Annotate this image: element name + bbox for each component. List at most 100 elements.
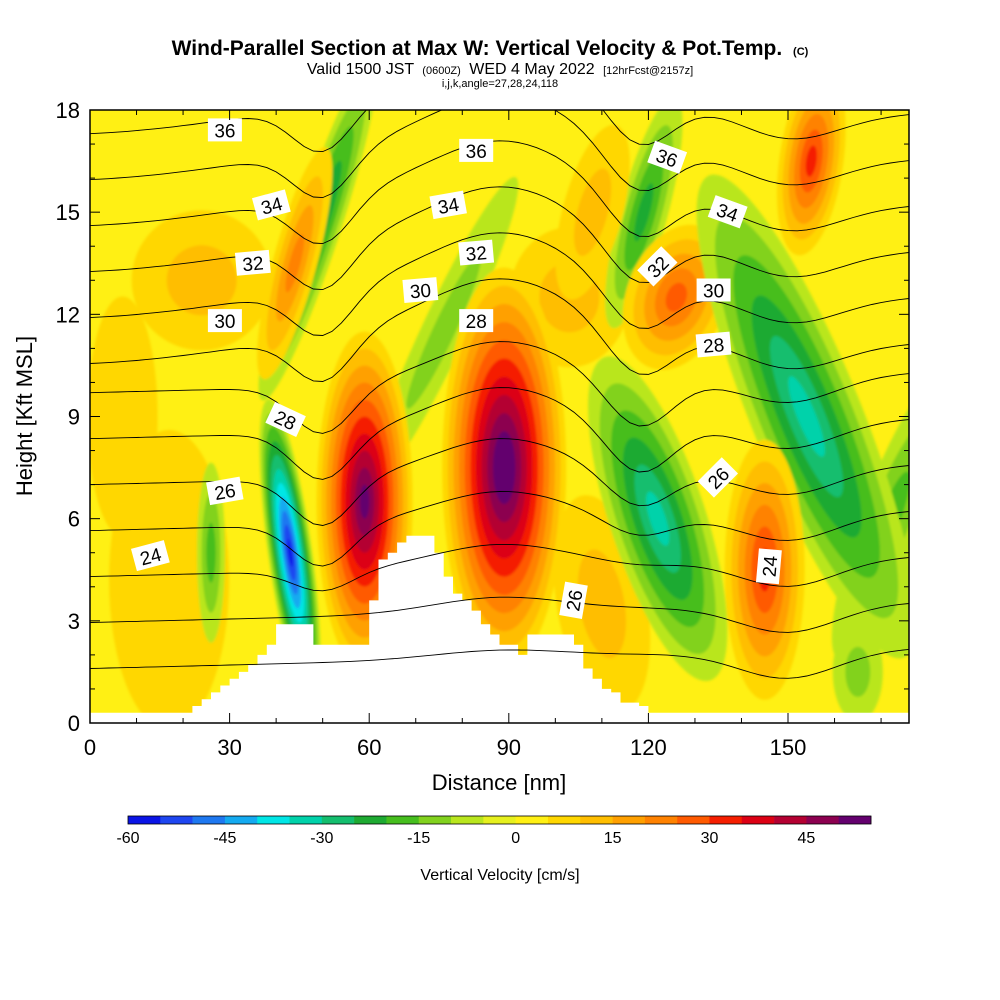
updraft-west-upper-level — [285, 234, 305, 293]
contour-label-text: 28 — [466, 312, 487, 333]
contour-label-box — [207, 118, 242, 142]
contour-label-text: 32 — [465, 243, 488, 266]
contour-label-box — [559, 581, 588, 620]
section-indices: i,j,k,angle=27,28,24,118 — [442, 78, 558, 90]
colorbar-swatch — [386, 816, 420, 824]
weak-updraft-west-upper-level — [90, 296, 158, 537]
y-tick-label: 3 — [68, 609, 80, 634]
contour-label-box — [429, 190, 467, 220]
colorbar-swatch — [289, 816, 323, 824]
updraft-east-top — [776, 110, 846, 256]
theta-contour — [90, 232, 909, 336]
downdraft-west-core-level — [287, 538, 293, 567]
svg-text:Wind-Parallel Section at Max W: Wind-Parallel Section at Max W: Vertical… — [172, 37, 809, 60]
contour-label-box — [458, 239, 495, 266]
contour-label-box — [206, 476, 244, 506]
colorbar-swatch — [644, 816, 678, 824]
theta-contour — [90, 387, 909, 480]
colorbar-swatch — [580, 816, 613, 824]
contour-label-box — [265, 401, 306, 438]
colorbar-tick-label: 45 — [798, 830, 816, 847]
colorbar-swatch — [418, 816, 452, 824]
contour-label-box — [459, 138, 494, 162]
colorbar-swatch — [451, 816, 484, 824]
colorbar: -60 -45 -30 -15 0 15 30 45 — [116, 815, 872, 847]
contour-label-text: 36 — [466, 142, 487, 163]
updraft-east-top-level — [805, 145, 817, 177]
updraft-lee-low-level — [577, 549, 627, 659]
contour-label-box — [697, 457, 738, 498]
theta-contour — [90, 543, 909, 592]
x-tick-label: 60 — [357, 735, 381, 760]
contour-label-text: 30 — [409, 281, 432, 304]
x-tick-label: 90 — [497, 735, 521, 760]
contour-label-text: 30 — [703, 282, 724, 303]
downdraft-west-low-level — [206, 522, 216, 583]
contour-label-box — [647, 140, 688, 174]
colorbar-swatch — [321, 816, 355, 824]
contour-label: 36 — [207, 118, 242, 142]
forecast-info: [12hrFcst@2157z] — [603, 65, 693, 77]
colorbar-swatch — [128, 816, 161, 824]
weak-updraft-west-top — [131, 210, 272, 351]
colorbar-tick-label: 30 — [701, 830, 719, 847]
y-tick-label: 12 — [56, 302, 80, 327]
x-tick-label: 0 — [84, 735, 96, 760]
x-tick-label: 30 — [217, 735, 241, 760]
contour-label-box — [707, 195, 748, 229]
updraft-west-ridge-level — [359, 484, 370, 519]
contour-label: 28 — [695, 331, 732, 358]
updraft-center-upper — [555, 124, 630, 300]
colorbar-swatch — [515, 816, 549, 824]
x-axis-label: Distance [nm] — [432, 770, 567, 795]
y-tick-label: 18 — [56, 98, 80, 123]
svg-text:Valid 1500 JST (0600Z): Valid 1500 JST (0600Z) WED 4 May 2022 [1… — [307, 61, 693, 78]
theta-contour — [90, 648, 909, 679]
contour-label-text: 34 — [436, 195, 461, 219]
y-tick-label: 15 — [56, 200, 80, 225]
contour-label-text: 36 — [214, 121, 235, 142]
x-axis: 0 30 60 90 120 150 — [84, 110, 882, 760]
downdraft-east-column-level — [788, 376, 825, 457]
colorbar-tick-label: -30 — [310, 830, 333, 847]
theta-contour — [90, 596, 909, 633]
theta-contour — [90, 278, 909, 382]
downdraft-west-low — [197, 462, 225, 643]
valid-time: Valid 1500 JST — [307, 61, 415, 78]
valid-date: WED 4 May 2022 — [469, 61, 594, 78]
colorbar-tick-label: 15 — [604, 830, 622, 847]
downdraft-center-upper-level — [634, 183, 654, 242]
contour-label: 26 — [206, 476, 244, 506]
downdraft-mid-upper-level — [406, 254, 481, 409]
terrain-mask — [90, 535, 909, 723]
contour-label: 24 — [755, 548, 783, 585]
contour-label-text: 24 — [760, 555, 783, 578]
contour-label: 36 — [647, 140, 688, 174]
contour-label-box — [207, 309, 242, 333]
downdraft-east-low-level — [845, 646, 871, 697]
y-tick-label: 6 — [68, 507, 80, 532]
x-tick-label: 150 — [770, 735, 807, 760]
colorbar-swatch — [224, 816, 258, 824]
theta-contour — [90, 491, 909, 567]
colorbar-label: Vertical Velocity [cm/s] — [420, 867, 579, 884]
contour-label-box — [234, 249, 271, 276]
contour-label: 32 — [234, 249, 271, 276]
weak-updraft-west-upper — [90, 296, 158, 537]
contour-label: 34 — [251, 189, 291, 221]
contour-label: 30 — [207, 309, 242, 333]
colorbar-swatch — [257, 816, 290, 824]
colorbar-tick-label: -15 — [407, 830, 430, 847]
contour-label-box — [696, 278, 731, 302]
colorbar-swatch — [547, 816, 581, 824]
contour-label-text: 30 — [214, 312, 235, 333]
theta-contour — [90, 0, 909, 14]
downdraft-east-column — [696, 174, 909, 659]
theta-contour — [90, 140, 909, 245]
downdraft-east-low — [832, 621, 883, 722]
contour-label-box — [755, 548, 782, 585]
colorbar-swatch — [677, 816, 710, 824]
chart-title: Wind-Parallel Section at Max W: Vertical… — [172, 37, 783, 60]
contour-label-box — [695, 331, 732, 358]
